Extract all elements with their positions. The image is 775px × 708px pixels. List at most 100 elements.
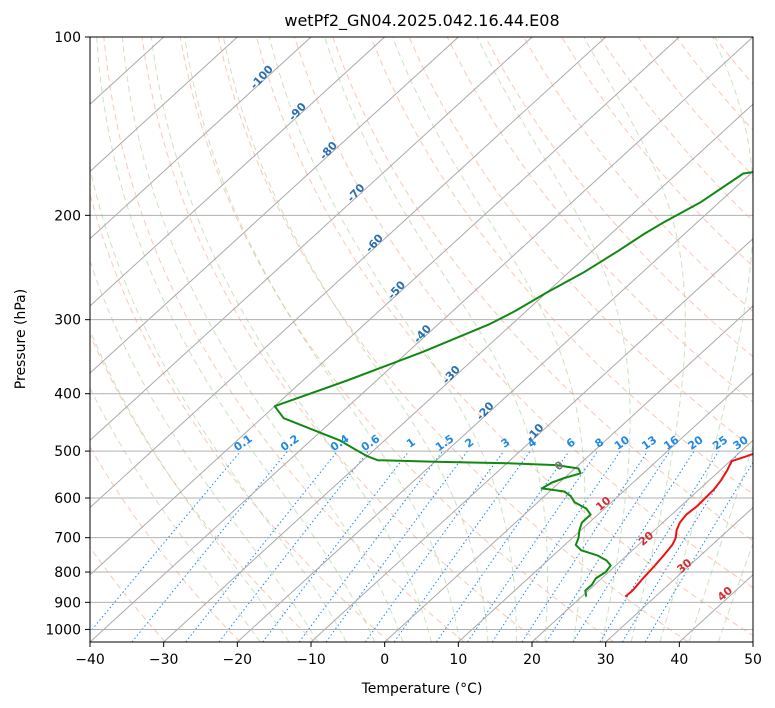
isotherm-line — [531, 439, 753, 642]
isotherm-line — [384, 305, 753, 642]
mixing-ratio-label: 2 — [463, 436, 477, 451]
isotherm-label: -60 — [363, 231, 386, 255]
isotherm-label: -30 — [440, 363, 463, 387]
moist-adiabat-line — [222, 37, 489, 642]
mixing-ratio-label: 6 — [564, 435, 578, 450]
isotherm-line — [163, 103, 753, 642]
sounding-profiles — [273, 171, 753, 598]
isotherm-line — [90, 37, 386, 307]
moist-adiabat-line — [121, 37, 404, 642]
y-tick-label: 900 — [54, 595, 81, 611]
y-axis-label: Pressure (hPa) — [13, 289, 29, 389]
isotherm-line — [752, 641, 753, 642]
plot-frame — [89, 36, 754, 643]
chart-title: wetPf2_GN04.2025.042.16.44.E08 — [284, 11, 559, 31]
dewpoint-profile-line — [273, 171, 753, 597]
isotherm-label: -80 — [317, 139, 340, 163]
dry-adiabat-line — [256, 37, 753, 637]
x-tick-label: −30 — [149, 652, 179, 668]
mixing-ratio-line — [572, 450, 695, 642]
moist-adiabat-line — [688, 444, 753, 642]
mixing-ratio-line — [90, 450, 242, 633]
mixing-ratio-label: 3 — [499, 436, 513, 451]
moist-adiabat-line — [583, 37, 686, 642]
isotherm-label: -70 — [344, 181, 367, 205]
moist-adiabat-line — [90, 328, 290, 642]
mixing-ratio-line — [364, 450, 505, 642]
dry-adiabat-line — [141, 37, 540, 642]
isotherm-line — [310, 237, 753, 642]
x-tick-label: −10 — [296, 652, 326, 668]
dry-adiabat-line — [90, 192, 390, 642]
mixing-ratio-label: 1 — [404, 436, 418, 451]
isotherm-label: -50 — [385, 278, 408, 302]
mixing-ratio-line — [644, 461, 753, 642]
isotherm-line — [90, 37, 680, 576]
background-lines — [90, 37, 753, 642]
mixing-ratio-line — [298, 450, 444, 642]
mixing-ratio-line — [218, 450, 369, 642]
y-tick-label: 1000 — [45, 622, 81, 638]
x-tick-label: −20 — [223, 652, 253, 668]
y-tick-label: 800 — [54, 565, 81, 581]
moist-adiabat-line — [184, 37, 461, 642]
isotherm-line — [90, 37, 607, 509]
dry-adiabat-line — [408, 37, 753, 449]
mixing-ratio-label: 36 — [751, 433, 771, 453]
x-tick-label: 50 — [744, 652, 762, 668]
temperature-profile-line — [624, 452, 753, 598]
y-tick-label: 400 — [54, 387, 81, 403]
dry-adiabat-line — [179, 37, 614, 642]
mixing-ratio-label: 20 — [686, 433, 706, 453]
moist-adiabat-line — [717, 542, 753, 642]
mixing-ratio-line — [521, 450, 649, 642]
dry-adiabat-line — [90, 333, 316, 642]
mixing-ratio-label: 13 — [639, 433, 659, 452]
axis-ticks: −40 −30 −20 −10 0 10 20 30 40 50 100 200 300 400 500 60… — [45, 30, 762, 668]
mixing-ratio-line — [491, 450, 621, 642]
dry-adiabat-line — [370, 37, 753, 495]
mixing-ratio-line — [435, 450, 570, 642]
mixing-ratio-line — [262, 450, 410, 642]
isotherm-line — [90, 37, 238, 173]
moist-adiabat-line — [90, 165, 347, 642]
mixing-ratio-line — [325, 450, 468, 642]
mixing-ratio-line — [599, 450, 720, 642]
mixing-ratio-line — [621, 450, 740, 642]
isotherm-label: -20 — [474, 399, 497, 423]
y-tick-label: 600 — [54, 491, 81, 507]
mixing-ratio-label: 25 — [710, 433, 730, 452]
mixing-ratio-line — [545, 450, 671, 642]
dry-adiabat-line — [675, 37, 753, 131]
moist-adiabat-line — [476, 37, 631, 642]
isotherm-line — [236, 170, 753, 642]
mixing-ratio-label: 8 — [593, 436, 607, 451]
mixing-ratio-line — [131, 450, 288, 642]
mixing-ratio-label: 30 — [731, 433, 751, 453]
plot-area: -100-90-80-70-60-50-40-30-20-100.1 0.2 0.4… — [90, 37, 771, 642]
dry-adiabat-line — [752, 37, 753, 39]
moist-adiabat-line — [268, 37, 517, 642]
x-tick-label: 30 — [597, 652, 615, 668]
isotherm-line — [90, 37, 753, 642]
isotherm-line — [90, 37, 459, 374]
dry-adiabat-line — [523, 37, 753, 313]
x-tick-label: −40 — [75, 652, 105, 668]
moist-adiabat-line — [90, 387, 261, 642]
isotherm-line — [457, 372, 753, 642]
y-tick-label: 500 — [54, 444, 81, 460]
moist-adiabat-label: 10 — [593, 494, 613, 514]
x-tick-label: 40 — [670, 652, 688, 668]
mixing-ratio-line — [185, 450, 338, 642]
moist-adiabat-line — [150, 37, 432, 642]
y-tick-label: 300 — [54, 313, 81, 329]
moist-adiabat-line — [659, 37, 753, 642]
dry-adiabat-line — [90, 546, 166, 642]
isotherm-line — [90, 37, 312, 240]
y-tick-label: 200 — [54, 208, 81, 224]
moist-adiabat-line — [96, 37, 376, 642]
y-tick-label: 100 — [54, 30, 81, 46]
dry-adiabat-line — [332, 37, 753, 542]
dry-adiabat-line — [637, 37, 753, 177]
